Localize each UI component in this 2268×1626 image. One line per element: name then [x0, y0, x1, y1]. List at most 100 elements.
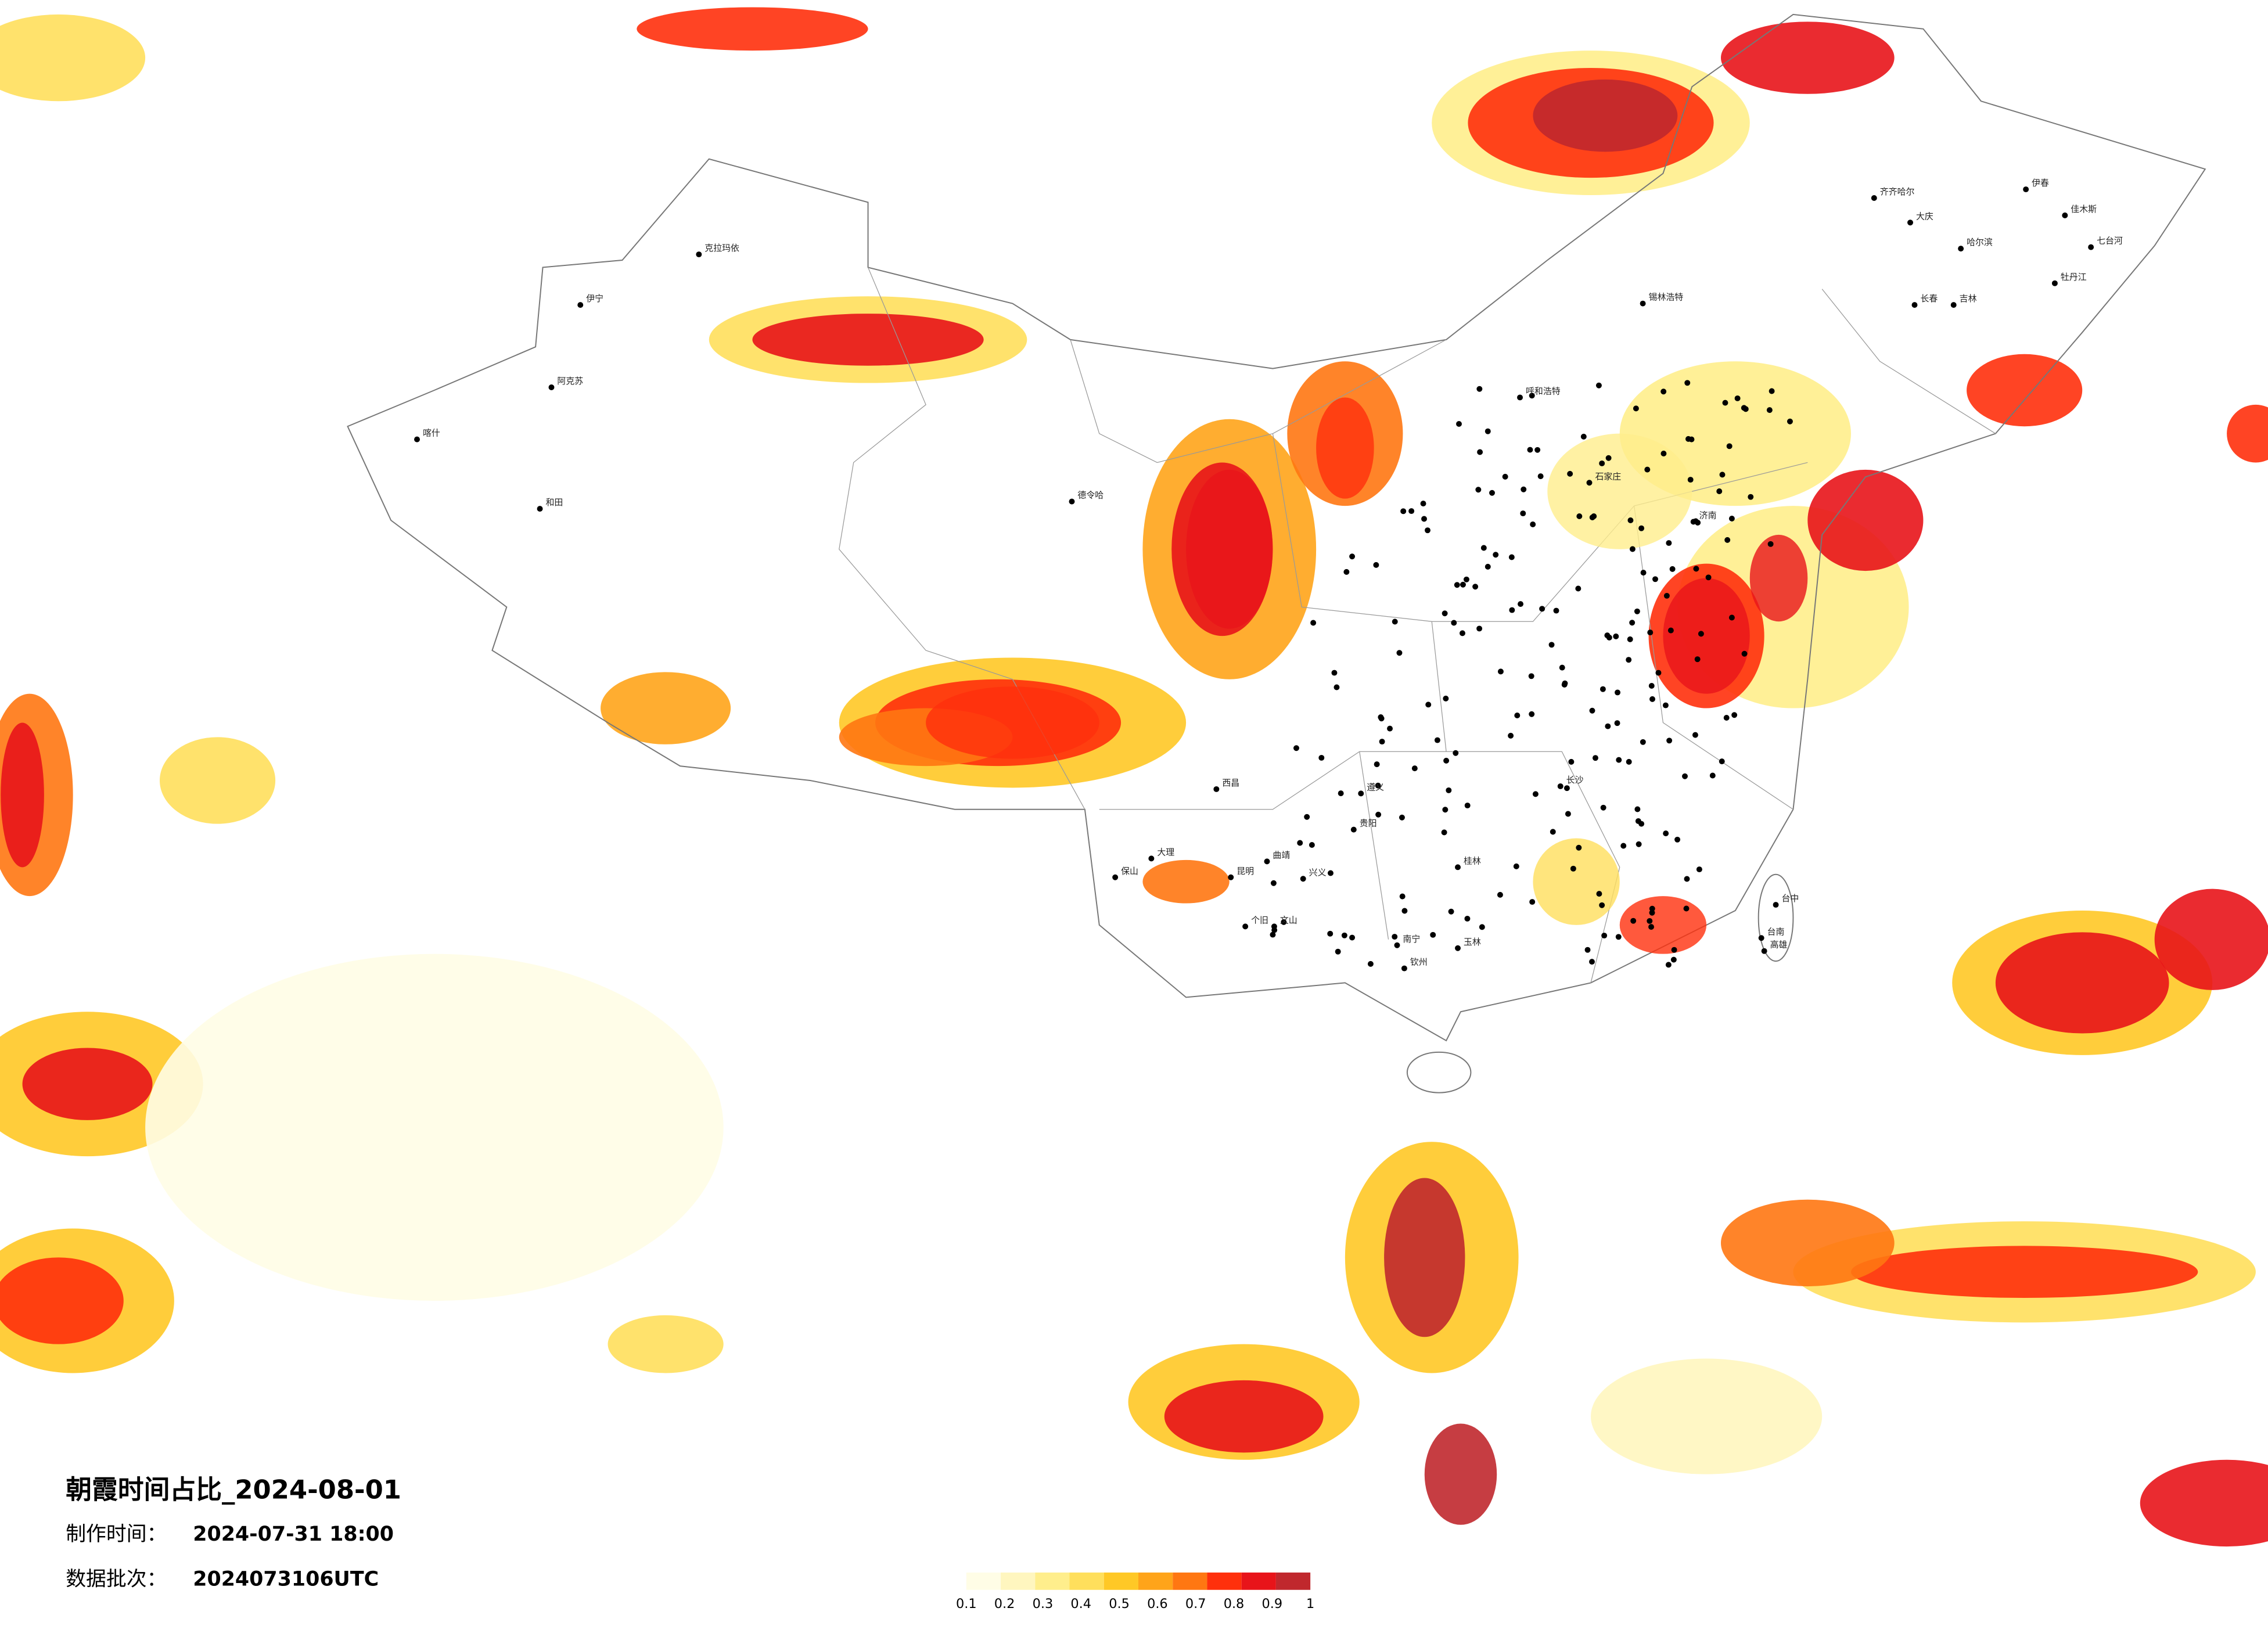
city-dot: [1599, 460, 1605, 466]
city-dot: [1660, 388, 1667, 395]
city-dot: [1599, 902, 1605, 908]
city-dot: [1310, 620, 1317, 626]
city-dot: [2051, 280, 2058, 286]
city-label: 贵阳: [1360, 818, 1377, 829]
city-dot: [1726, 443, 1733, 449]
colorbar-swatch: [1173, 1572, 1207, 1590]
city-dot: [1696, 866, 1702, 873]
city-dot: [1456, 421, 1462, 427]
colorbar-swatch: [1104, 1572, 1138, 1590]
city-dot: [1443, 695, 1449, 702]
city-dot: [1472, 584, 1479, 590]
city-dot: [1349, 553, 1356, 560]
city-dot: [1528, 673, 1534, 679]
city-dot: [1666, 540, 1672, 546]
city-dot: [1521, 486, 1527, 492]
city-dot: [1537, 473, 1544, 480]
city-dot: [1649, 905, 1655, 912]
cloud-cell: [1807, 469, 1924, 571]
city-dot: [1620, 843, 1627, 849]
colorbar-swatch: [1069, 1572, 1104, 1590]
cloud-cell: [1316, 397, 1374, 499]
city-dot: [1773, 902, 1779, 908]
city-dot: [1454, 582, 1460, 588]
cloud-cell: [0, 1257, 124, 1344]
city-dot: [1460, 581, 1466, 588]
city-dot: [1328, 870, 1334, 876]
city-dot: [1392, 618, 1398, 625]
city-dot: [1629, 546, 1636, 552]
city-dot: [1663, 830, 1669, 837]
city-dot: [1627, 636, 1633, 642]
cloud-cell: [1749, 534, 1808, 622]
city-dot: [1309, 842, 1315, 848]
city-dot: [1242, 923, 1249, 930]
city-label: 长沙: [1566, 775, 1584, 785]
city-dot: [1442, 610, 1448, 617]
city-dot: [1640, 570, 1647, 576]
city-dot: [1627, 517, 1634, 523]
city-label: 玉林: [1464, 937, 1481, 947]
city-label: 哈尔滨: [1967, 237, 1993, 247]
city-dot: [1694, 656, 1701, 663]
city-dot: [1565, 811, 1571, 817]
city-dot: [1688, 436, 1695, 443]
cloud-cell: [1142, 859, 1230, 904]
city-dot: [1399, 893, 1406, 900]
city-dot: [1434, 737, 1440, 743]
cloud-cell: [2227, 404, 2268, 463]
city-dot: [1629, 620, 1636, 626]
city-dot: [1485, 428, 1491, 434]
city-label: 台南: [1767, 926, 1785, 937]
city-dot: [1761, 948, 1767, 954]
city-dot: [1716, 488, 1723, 494]
cloud-cell: [1164, 1380, 1324, 1453]
colorbar-tick-label: 0.7: [1185, 1596, 1206, 1611]
city-label: 高雄: [1770, 940, 1788, 950]
city-dot: [1667, 627, 1674, 634]
city-dot: [1907, 220, 1914, 226]
city-dot: [1769, 388, 1775, 394]
city-label: 石家庄: [1595, 471, 1621, 481]
city-dot: [1401, 908, 1408, 914]
city-dot: [1600, 686, 1606, 692]
cloud-cell: [1533, 79, 1678, 152]
city-dot: [1497, 891, 1503, 898]
city-dot: [1421, 516, 1427, 522]
cloud-cell: [1663, 578, 1750, 694]
city-dot: [1638, 525, 1645, 531]
city-label: 大庆: [1916, 211, 1933, 221]
city-dot: [1660, 451, 1667, 456]
cloud-cell: [0, 14, 146, 102]
city-dot: [1670, 956, 1677, 963]
city-dot: [1476, 625, 1483, 632]
colorbar-swatch: [1275, 1572, 1311, 1590]
city-dot: [1640, 739, 1646, 745]
city-dot: [1539, 606, 1545, 612]
city-dot: [1497, 668, 1504, 675]
city-dot: [1379, 739, 1385, 745]
city-dot: [1591, 513, 1597, 520]
city-dot: [1563, 785, 1570, 792]
city-dot: [1270, 931, 1276, 938]
city-dot: [1728, 614, 1735, 621]
city-dot: [1663, 592, 1670, 599]
cloud-cell: [926, 686, 1099, 759]
city-dot: [1570, 865, 1576, 872]
produced-value: 2024-07-31 18:00: [193, 1523, 394, 1546]
city-label: 喀什: [423, 428, 440, 438]
city-dot: [1647, 918, 1653, 924]
city-dot: [1693, 566, 1699, 572]
city-dot: [1615, 934, 1622, 940]
city-label: 阿克苏: [557, 376, 583, 386]
city-dot: [1616, 757, 1622, 763]
city-dot: [1534, 447, 1541, 453]
city-dot: [1425, 527, 1430, 534]
city-dot: [1509, 607, 1515, 613]
city-dot: [1687, 477, 1694, 483]
cloud-cell: [159, 737, 276, 824]
city-dot: [1595, 382, 1602, 388]
cloud-cell: [1186, 469, 1273, 629]
city-dot: [1529, 899, 1536, 905]
